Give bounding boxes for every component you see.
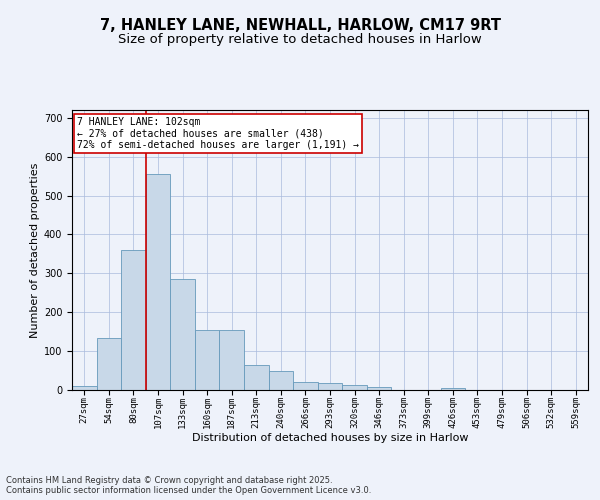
- Text: 7, HANLEY LANE, NEWHALL, HARLOW, CM17 9RT: 7, HANLEY LANE, NEWHALL, HARLOW, CM17 9R…: [100, 18, 500, 32]
- Bar: [244, 364, 269, 390]
- Bar: [269, 370, 293, 390]
- Bar: [146, 174, 170, 390]
- Bar: [72, 386, 97, 390]
- Bar: [121, 250, 146, 390]
- Bar: [195, 330, 220, 390]
- Bar: [220, 330, 244, 390]
- X-axis label: Distribution of detached houses by size in Harlow: Distribution of detached houses by size …: [192, 432, 468, 442]
- Text: 7 HANLEY LANE: 102sqm
← 27% of detached houses are smaller (438)
72% of semi-det: 7 HANLEY LANE: 102sqm ← 27% of detached …: [77, 117, 359, 150]
- Bar: [97, 338, 121, 390]
- Text: Contains HM Land Registry data © Crown copyright and database right 2025.
Contai: Contains HM Land Registry data © Crown c…: [6, 476, 371, 495]
- Bar: [318, 383, 342, 390]
- Y-axis label: Number of detached properties: Number of detached properties: [29, 162, 40, 338]
- Bar: [293, 382, 318, 390]
- Bar: [342, 386, 367, 390]
- Bar: [440, 388, 465, 390]
- Bar: [170, 279, 195, 390]
- Text: Size of property relative to detached houses in Harlow: Size of property relative to detached ho…: [118, 32, 482, 46]
- Bar: [367, 388, 391, 390]
